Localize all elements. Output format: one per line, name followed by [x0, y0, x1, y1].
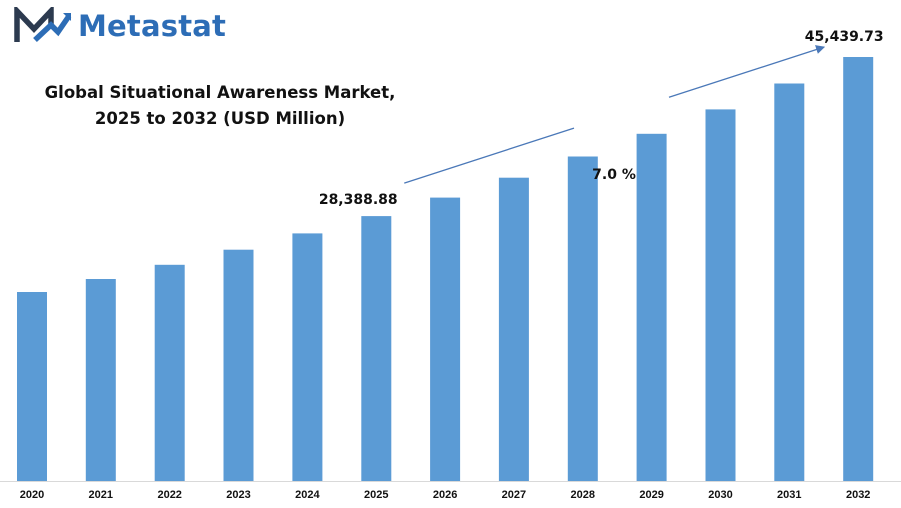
- bar-2027: [498, 177, 529, 481]
- x-tick-label-2021: 2021: [89, 489, 113, 501]
- bar-2024: [292, 233, 323, 481]
- bar-2020: [17, 292, 47, 481]
- metastat-logo: Metastat: [14, 6, 226, 46]
- x-tick-label-2030: 2030: [708, 489, 732, 501]
- x-tick-label-2029: 2029: [639, 489, 663, 501]
- bar-2031: [774, 83, 805, 481]
- x-tick-label-2027: 2027: [502, 489, 526, 501]
- brand-name: Metastat: [78, 9, 227, 43]
- chart-title-line-1: Global Situational Awareness Market,: [44, 83, 396, 102]
- bar-2032: [843, 57, 874, 481]
- cagr-label: 7.0 %: [592, 167, 636, 183]
- bar-2026: [430, 197, 461, 481]
- chart-title-line-2: 2025 to 2032 (USD Million): [94, 109, 346, 128]
- x-tick-label-2022: 2022: [157, 489, 181, 501]
- metastat-logo-icon: [14, 7, 72, 43]
- bar-2025: [361, 216, 392, 481]
- bar-2030: [705, 109, 736, 482]
- bar-2028: [567, 156, 598, 481]
- x-tick-label-2024: 2024: [295, 489, 320, 501]
- x-tick-label-2028: 2028: [571, 489, 595, 501]
- x-tick-label-2023: 2023: [226, 489, 250, 501]
- data-label-2032: 45,439.73: [805, 29, 884, 45]
- x-tick-label-2031: 2031: [777, 489, 801, 501]
- trend-arrow-segment-2: [668, 45, 826, 98]
- x-tick-label-2032: 2032: [846, 489, 870, 501]
- bar-2023: [223, 249, 254, 481]
- data-label-2025: 28,388.88: [319, 192, 398, 208]
- bar-2022: [154, 264, 185, 481]
- trend-arrow-segment-1: [404, 127, 575, 184]
- x-tick-label-2020: 2020: [20, 489, 44, 501]
- x-tick-label-2026: 2026: [433, 489, 457, 501]
- bar-2029: [636, 133, 667, 482]
- chart-title: Global Situational Awareness Market, 202…: [0, 80, 440, 132]
- x-tick-label-2025: 2025: [364, 489, 388, 501]
- bar-2021: [85, 279, 116, 481]
